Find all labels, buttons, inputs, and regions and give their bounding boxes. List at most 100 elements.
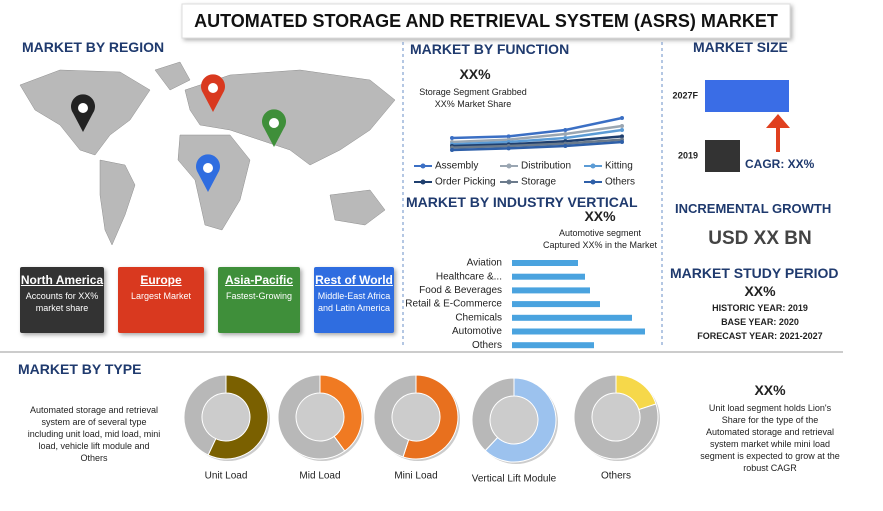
donut-slice [277, 374, 346, 460]
bar [512, 273, 585, 280]
donut-slice [183, 374, 227, 456]
bar [705, 80, 789, 112]
section-title: MARKET BY FUNCTION [410, 41, 570, 57]
donut-label: Unit Load [205, 471, 248, 482]
point [620, 140, 624, 144]
category-label: Aviation [467, 258, 502, 269]
legend-label: Order Picking [435, 177, 496, 188]
region-name: Rest of World [315, 273, 393, 287]
category-label: Others [472, 340, 502, 351]
region-name: Europe [140, 273, 182, 287]
donut-slice [471, 377, 515, 452]
bar [512, 328, 645, 335]
region-text: Middle-East Africa and Latin America [317, 291, 391, 313]
donut-label: Others [601, 471, 631, 482]
series-line [451, 140, 623, 152]
highlight: XX% [459, 66, 491, 82]
note: Storage Segment Grabbed XX% Market Share [419, 87, 527, 109]
period-line: BASE YEAR: 2020 [721, 317, 799, 327]
title-box [181, 3, 791, 39]
legend-swatch [506, 163, 512, 169]
legend-label: Distribution [521, 161, 571, 172]
legend-label: Storage [521, 177, 556, 188]
category-label: 2019 [678, 150, 698, 160]
region-text: Accounts for XX% market share [25, 291, 99, 313]
legend-swatch [590, 163, 596, 169]
series-line [451, 124, 623, 144]
donut-slice [373, 374, 417, 458]
point [506, 146, 511, 151]
period-line: FORECAST YEAR: 2021-2027 [697, 331, 823, 341]
legend-label: Assembly [435, 161, 478, 172]
map-pins [71, 74, 286, 192]
highlight: XX% [754, 382, 786, 398]
category-label: Food & Beverages [419, 285, 502, 296]
point [620, 124, 624, 128]
region-text: Largest Market [130, 291, 192, 301]
category-label: Automotive [452, 326, 502, 337]
region-card: North America Accounts for XX% market sh… [20, 267, 104, 333]
legend-swatch [420, 179, 426, 185]
point [450, 136, 454, 140]
bar [512, 342, 594, 349]
region-text: Fastest-Growing [225, 291, 293, 301]
category-label: Chemicals [455, 312, 502, 323]
type-description: Automated storage and retrieval system a… [27, 405, 161, 463]
category-label: Retail & E-Commerce [405, 299, 502, 310]
point [620, 128, 624, 132]
donut-label: Mini Load [394, 471, 437, 482]
legend-swatch [590, 179, 596, 185]
point [563, 128, 568, 132]
donut-label: Vertical Lift Module [472, 474, 557, 485]
growth-value: USD XX BN [708, 228, 812, 249]
note: Automotive segment Captured XX% in the M… [542, 228, 658, 250]
point [450, 148, 454, 152]
region-name: Asia-Pacific [224, 273, 294, 287]
legend-label: Kitting [605, 161, 633, 172]
bar [512, 314, 632, 321]
region-name: North America [20, 273, 104, 287]
legend-label: Others [605, 177, 635, 188]
donut-slice [573, 374, 659, 460]
series-line [451, 135, 623, 148]
category-label: 2027F [672, 90, 698, 100]
point [563, 136, 568, 140]
section-title: MARKET STUDY PERIOD [670, 265, 839, 281]
period-line: HISTORIC YEAR: 2019 [712, 303, 808, 313]
category-label: Healthcare &... [436, 271, 502, 282]
section-title: MARKET BY INDUSTRY VERTICAL [406, 194, 638, 210]
point [620, 116, 624, 120]
section-title: MARKET BY TYPE [18, 361, 142, 377]
donut-slice [402, 374, 459, 460]
point [563, 144, 568, 148]
highlight: XX% [744, 283, 776, 299]
type-note: Unit load segment holds Lion's Share for… [700, 403, 840, 473]
point [620, 134, 624, 139]
region-card: Europe Largest Market [118, 267, 204, 333]
series-line [451, 128, 623, 146]
series-line [451, 138, 623, 149]
region-card: Rest of World Middle-East Africa and Lat… [314, 267, 394, 333]
bar [512, 287, 590, 294]
highlight: XX% [584, 208, 616, 224]
section-title: INCREMENTAL GROWTH [675, 201, 832, 216]
bar [705, 140, 740, 172]
region-card: Asia-Pacific Fastest-Growing [218, 267, 300, 333]
section-title: MARKET BY REGION [22, 39, 165, 55]
donut-slice [484, 377, 557, 463]
legend-swatch [420, 163, 426, 169]
bar [512, 301, 600, 308]
series-line [451, 116, 623, 140]
page-title: AUTOMATED STORAGE AND RETRIEVAL SYSTEM (… [194, 11, 778, 31]
donut-slice [207, 374, 269, 460]
growth-arrow [766, 114, 790, 152]
section-title: MARKET SIZE [693, 39, 788, 55]
point [563, 132, 568, 136]
cagr: CAGR: XX% [745, 157, 815, 171]
donut-label: Mid Load [299, 471, 340, 482]
donut-slice [319, 374, 363, 452]
bar [512, 260, 578, 266]
